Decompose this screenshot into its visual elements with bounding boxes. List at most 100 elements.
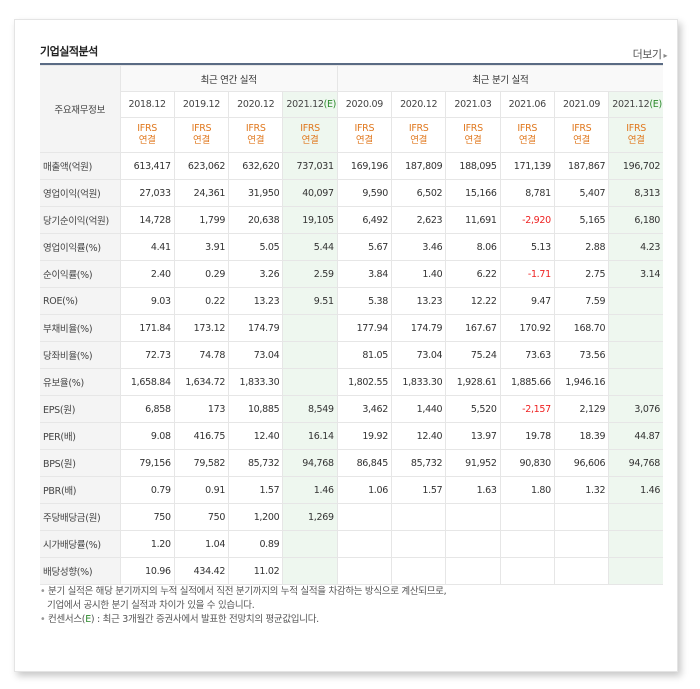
bullet-icon: • <box>40 586 46 597</box>
table-row: 주당배당금(원) 750 750 1,200 1,269 <box>40 503 664 531</box>
row-label: 시가배당률(%) <box>40 530 121 558</box>
period-label: 2020.09 <box>345 99 383 110</box>
header-row-ifrs: IFRS 연결 IFRS 연결 IFRS 연결 IFRS 연결 IFRS 연결 IFRS 연결 IFRS… <box>40 117 664 153</box>
table-cell: 94,768 <box>282 449 338 477</box>
consolidated-label: 연결 <box>247 135 265 146</box>
footnote-1-line1: 분기 실적은 해당 분기까지의 누적 실적에서 직전 분기까지의 누적 실적을 … <box>48 586 447 597</box>
table-cell: 40,097 <box>282 179 338 207</box>
table-cell <box>608 341 664 369</box>
row-label: 영업이익(억원) <box>40 179 121 207</box>
row-label: 유보율(%) <box>40 368 121 396</box>
table-cell: 1,885.66 <box>499 368 555 396</box>
table-cell: 79,156 <box>119 449 175 477</box>
table-cell: 12.22 <box>445 287 501 315</box>
table-cell: 1.57 <box>391 476 447 504</box>
consolidated-label: 연결 <box>627 135 645 146</box>
table-cell: 187,867 <box>553 152 610 180</box>
table-cell: 14,728 <box>119 206 175 234</box>
table-cell: 1,946.16 <box>553 368 610 396</box>
period-header: 2018.12 <box>120 91 175 118</box>
period-label: 2020.12 <box>400 99 438 110</box>
ifrs-header: IFRS 연결 <box>499 117 555 153</box>
quarter-group-header: 최근 분기 실적 <box>336 65 664 92</box>
ifrs-header: IFRS 연결 <box>391 117 447 153</box>
table-cell: 8,781 <box>499 179 555 207</box>
table-cell: 24,361 <box>173 179 230 207</box>
table-cell: 9,590 <box>336 179 393 207</box>
row-label: 순이익률(%) <box>40 260 121 288</box>
table-row: 당좌비율(%) 72.73 74.78 73.04 81.05 73.04 75.24 73.… <box>40 341 664 369</box>
table-cell: 3,462 <box>336 395 393 423</box>
row-label: PER(배) <box>40 422 121 450</box>
table-cell: -2,920 <box>499 206 555 234</box>
period-header: 2020.12 <box>228 91 284 118</box>
estimate-mark: E <box>85 614 91 625</box>
table-cell: 196,702 <box>608 152 664 180</box>
table-cell: 1,833.30 <box>228 368 284 396</box>
table-cell: 632,620 <box>228 152 284 180</box>
table-cell: 170.92 <box>499 314 555 342</box>
table-cell: 2,129 <box>553 395 610 423</box>
ifrs-header: IFRS 연결 <box>336 117 393 153</box>
table-cell <box>553 557 610 585</box>
table-cell: 1.06 <box>336 476 393 504</box>
consolidated-label: 연결 <box>410 135 428 146</box>
period-label: 2019.12 <box>182 99 221 110</box>
table-cell: 1,269 <box>282 503 338 531</box>
table-cell: 173.12 <box>173 314 230 342</box>
table-cell: -2,157 <box>499 395 555 423</box>
table-cell: 2.75 <box>553 260 610 288</box>
table-row: 순이익률(%) 2.40 0.29 3.26 2.59 3.84 1.40 6.22 -1.71… <box>40 260 664 288</box>
table-cell: 2.40 <box>119 260 175 288</box>
ifrs-label: IFRS <box>245 123 266 134</box>
table-cell: 0.22 <box>173 287 230 315</box>
consolidated-label: 연결 <box>138 135 156 146</box>
consolidated-label: 연결 <box>193 135 210 146</box>
financial-table: 주요재무정보 최근 연간 실적 최근 분기 실적 2018.12 2019.12 2020… <box>40 65 664 585</box>
period-header: 2020.12 <box>391 91 447 118</box>
table-cell: 18.39 <box>553 422 610 450</box>
period-header: 2021.09 <box>553 91 610 118</box>
table-cell: 0.91 <box>173 476 230 504</box>
row-label: BPS(원) <box>40 449 121 477</box>
table-cell: 16.14 <box>282 422 338 450</box>
row-label: 당기순이익(억원) <box>40 206 121 234</box>
period-label: 2020.12 <box>237 99 275 110</box>
table-cell <box>282 368 338 396</box>
ifrs-header: IFRS 연결 <box>228 117 284 153</box>
table-cell: 1,928.61 <box>445 368 501 396</box>
table-row: 배당성향(%) 10.96 434.42 11.02 <box>40 557 664 585</box>
table-row: 매출액(억원) 613,417 623,062 632,620 737,031 169,1… <box>40 152 664 180</box>
footnote-1: • 분기 실적은 해당 분기까지의 누적 실적에서 직전 분기까지의 누적 실적… <box>40 585 665 599</box>
row-label: 부채비율(%) <box>40 314 121 342</box>
ifrs-header: IFRS 연결 <box>608 117 664 153</box>
period-header: 2020.09 <box>336 91 393 118</box>
period-label: 2021.12 <box>612 99 650 110</box>
table-cell: 0.79 <box>119 476 175 504</box>
table-cell: 75.24 <box>445 341 501 369</box>
table-cell <box>445 503 501 531</box>
ifrs-label: IFRS <box>626 123 646 134</box>
table-cell: 1,833.30 <box>391 368 447 396</box>
table-cell: 1.46 <box>282 476 338 504</box>
period-header: 2019.12 <box>173 91 230 118</box>
table-cell: 187,809 <box>391 152 447 180</box>
table-cell: 1,799 <box>173 206 230 234</box>
table-cell: 168.70 <box>553 314 610 342</box>
table-cell: 177.94 <box>336 314 393 342</box>
table-cell: 3,076 <box>608 395 664 423</box>
table-cell: 79,582 <box>173 449 230 477</box>
table-cell <box>608 557 664 585</box>
more-link[interactable]: 더보기 ▸ <box>632 46 668 62</box>
more-label: 더보기 <box>632 48 662 61</box>
consolidated-label: 연결 <box>518 135 536 146</box>
table-cell: 11,691 <box>445 206 501 234</box>
table-row: 영업이익률(%) 4.41 3.91 5.05 5.44 5.67 3.46 8.06 5.13… <box>40 233 664 261</box>
table-cell: 8,313 <box>608 179 664 207</box>
table-cell: 6,180 <box>608 206 664 234</box>
ifrs-header: IFRS 연결 <box>553 117 610 153</box>
table-cell: 1,802.55 <box>336 368 393 396</box>
table-cell <box>499 503 555 531</box>
table-cell: 1.32 <box>553 476 610 504</box>
ifrs-header: IFRS 연결 <box>120 117 175 153</box>
